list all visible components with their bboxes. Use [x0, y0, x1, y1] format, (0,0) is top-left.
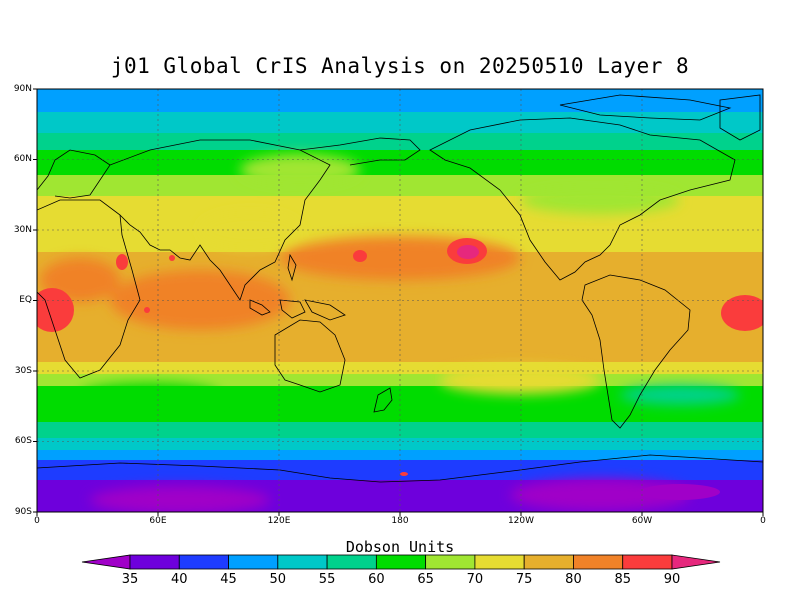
colorbar-label: 40: [170, 572, 188, 587]
ozone-field: [37, 89, 763, 512]
colorbar-swatch: [474, 554, 525, 570]
colorbar-swatch: [523, 554, 574, 570]
colorbar-swatch: [129, 554, 180, 570]
colorbar-swatch: [326, 554, 377, 570]
colorbar-swatch: [622, 554, 673, 570]
colorbar-swatch: [228, 554, 279, 570]
colorbar-label: 45: [220, 572, 237, 587]
colorbar-label: 55: [318, 572, 336, 587]
lon-label: 60E: [149, 516, 167, 526]
colorbar-swatch: [81, 554, 131, 570]
axis-ticks: [33, 88, 764, 516]
lat-label: EQ: [19, 295, 32, 305]
colorbar-label: 70: [466, 572, 484, 587]
colorbar-swatch: [375, 554, 427, 570]
colorbar-label: 60: [368, 572, 385, 587]
lat-label: 60S: [14, 436, 32, 446]
lat-label: 60N: [13, 154, 32, 164]
colorbar-swatch: [671, 554, 721, 570]
lat-label: 30N: [13, 225, 32, 235]
lat-label: 90N: [13, 84, 32, 94]
colorbar-label: 90: [663, 572, 681, 587]
lon-label: 120W: [507, 516, 535, 526]
colorbar-label: 65: [417, 572, 434, 587]
lon-label: 180: [391, 516, 409, 526]
colorbar-label: 85: [614, 572, 631, 587]
colorbar-swatch: [178, 554, 229, 570]
colorbar-swatch: [425, 554, 476, 570]
lon-label: 60W: [631, 516, 653, 526]
colorbar-label: 50: [269, 572, 287, 587]
colorbar-label: 35: [121, 572, 139, 587]
lon-label: 0: [760, 516, 766, 526]
colorbar-title: Dobson Units: [345, 538, 455, 556]
lat-label: 30S: [14, 366, 32, 376]
colorbar-swatch: [573, 554, 624, 570]
map-title: j01 Global CrIS Analysis on 20250510 Lay…: [110, 54, 690, 78]
coastlines: [37, 94, 763, 483]
colorbar-label: 80: [565, 572, 582, 587]
colorbar-swatch: [277, 554, 328, 570]
colorbar-label: 75: [515, 572, 533, 587]
lon-label: 120E: [267, 516, 291, 526]
lon-label: 0: [34, 516, 40, 526]
gridlines: [37, 89, 763, 512]
lat-label: 90S: [14, 507, 32, 517]
colorbar: [81, 554, 721, 570]
